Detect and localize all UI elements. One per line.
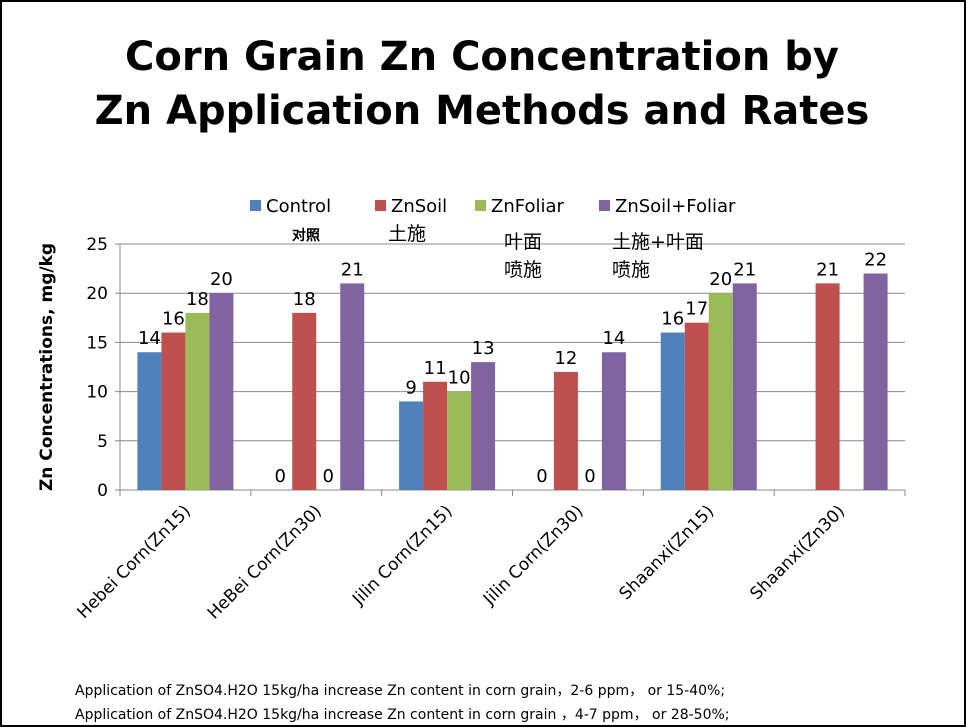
annotation: 叶面	[504, 231, 542, 253]
legend-label: Control	[266, 196, 331, 217]
x-tick-label: Shaanxi(Zn30)	[746, 501, 849, 604]
bar	[292, 312, 317, 490]
bar	[553, 371, 578, 490]
data-label: 10	[448, 368, 471, 389]
bar	[137, 352, 162, 490]
x-tick-label: HeBei Corn(Zn30)	[204, 501, 326, 623]
data-label: 17	[685, 299, 708, 320]
data-label: 16	[661, 309, 684, 330]
bar	[340, 283, 365, 490]
x-tick-label: Jilin Corn(Zn30)	[479, 501, 587, 609]
bar	[708, 293, 733, 490]
annotation: 喷施	[504, 259, 542, 281]
bar	[209, 293, 234, 490]
y-axis-label: Zn Concentrations, mg/kg	[37, 243, 57, 491]
data-label: 9	[405, 377, 416, 398]
x-tick-label: Hebei Corn(Zn15)	[74, 501, 195, 622]
bar	[447, 391, 472, 490]
data-label: 0	[275, 466, 286, 487]
bar	[185, 312, 210, 490]
data-label: 18	[186, 289, 209, 310]
x-tick-label: Jilin Corn(Zn15)	[348, 501, 456, 609]
bar	[863, 273, 888, 490]
footnote: Application of ZnSO4.H2O 15kg/ha increas…	[75, 707, 730, 723]
legend-label: ZnSoil+Foliar	[615, 196, 736, 217]
data-label: 14	[138, 328, 161, 349]
data-label: 14	[602, 328, 625, 349]
data-label: 18	[293, 289, 316, 310]
x-tick-label: Shaanxi(Zn15)	[616, 501, 719, 604]
legend-swatch	[475, 200, 486, 211]
bar	[471, 362, 496, 490]
y-tick-label: 20	[86, 284, 108, 304]
data-label: 12	[554, 348, 577, 369]
legend-swatch	[375, 200, 386, 211]
data-label: 0	[584, 466, 595, 487]
legend-swatch	[599, 200, 610, 211]
data-label: 20	[210, 269, 233, 290]
legend-label: ZnFoliar	[491, 196, 564, 217]
bar	[423, 381, 448, 490]
data-label: 22	[864, 250, 887, 271]
y-tick-label: 15	[86, 333, 108, 353]
bar	[660, 332, 685, 490]
annotation: 土施+叶面	[612, 231, 704, 253]
bar	[399, 401, 424, 490]
y-tick-label: 5	[97, 432, 108, 452]
legend-label: ZnSoil	[391, 196, 447, 217]
bar	[161, 332, 186, 490]
chart-title: Corn Grain Zn Concentration by Zn Applic…	[94, 34, 870, 134]
y-tick-label: 10	[86, 383, 108, 403]
data-label: 20	[709, 269, 732, 290]
annotation: 土施	[388, 223, 426, 245]
bar	[732, 283, 757, 490]
bar	[815, 283, 840, 490]
y-tick-label: 0	[97, 481, 108, 501]
annotation: 对照	[292, 227, 320, 244]
data-label: 0	[323, 466, 334, 487]
data-label: 21	[341, 259, 364, 280]
legend-swatch	[250, 200, 261, 211]
annotation: 喷施	[612, 259, 650, 281]
data-label: 11	[424, 358, 447, 379]
footnote: Application of ZnSO4.H2O 15kg/ha increas…	[75, 683, 726, 699]
data-label: 21	[816, 259, 839, 280]
bar	[601, 352, 626, 490]
data-label: 16	[162, 309, 185, 330]
data-label: 21	[733, 259, 756, 280]
y-tick-label: 25	[86, 235, 108, 255]
bar	[684, 322, 709, 490]
data-label: 13	[472, 338, 495, 359]
data-label: 0	[536, 466, 547, 487]
